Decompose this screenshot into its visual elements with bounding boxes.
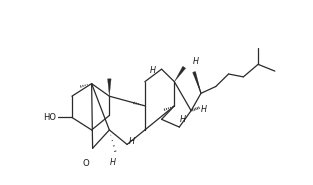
Polygon shape bbox=[192, 72, 201, 93]
Text: HO: HO bbox=[44, 113, 57, 122]
Text: H: H bbox=[193, 57, 199, 66]
Text: O: O bbox=[82, 159, 89, 168]
Text: H: H bbox=[129, 137, 135, 146]
Polygon shape bbox=[108, 79, 111, 96]
Text: H: H bbox=[201, 105, 207, 114]
Text: H: H bbox=[150, 66, 156, 75]
Polygon shape bbox=[174, 66, 186, 82]
Text: H: H bbox=[109, 158, 115, 167]
Text: H: H bbox=[179, 115, 185, 125]
